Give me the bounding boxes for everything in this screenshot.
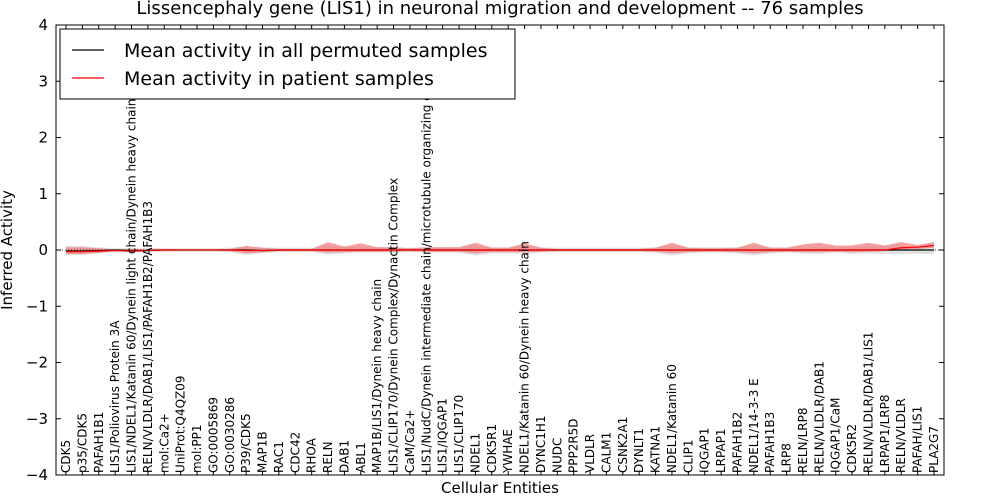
- x-category-label: PAFAH/LIS1: [911, 406, 925, 473]
- x-category-label: NDEL1/Katanin 60/Dynein heavy chain: [518, 241, 532, 473]
- y-tick-label: 4: [38, 16, 48, 34]
- x-category-label: PLA2G7: [927, 426, 941, 473]
- x-category-label: CDK5R1: [485, 424, 499, 473]
- y-tick-label: 2: [38, 129, 48, 147]
- series-line-1: [66, 244, 935, 253]
- legend-label-patient: Mean activity in patient samples: [124, 68, 434, 90]
- x-category-label: IQGAP1: [698, 428, 712, 473]
- x-category-label: YWHAE: [501, 429, 515, 474]
- x-axis-ticks: [65, 25, 935, 475]
- x-axis-label: Cellular Entities: [441, 479, 559, 497]
- legend-box: [59, 28, 516, 100]
- x-category-label: UniProt:Q4QZ09: [174, 375, 188, 473]
- x-category-label: PAFAH1B1: [92, 412, 106, 473]
- x-category-label: DYNLT1: [632, 428, 646, 473]
- x-category-label: GO:0030286: [223, 397, 237, 473]
- x-category-label: RELN/VLDLR/DAB1/LIS1/PAFAH1B2/PAFAH1B3: [141, 201, 155, 473]
- x-category-label: DAB1: [337, 440, 351, 473]
- x-category-label: PAFAH1B3: [763, 412, 777, 473]
- x-category-label: RHOA: [305, 437, 319, 473]
- x-category-label: PAFAH1B2: [730, 412, 744, 473]
- x-category-label: RAC1: [272, 441, 286, 473]
- x-category-label: DYNC1H1: [534, 415, 548, 473]
- x-category-label: MAP1B/LIS1/Dynein heavy chain: [370, 279, 384, 473]
- x-category-label: CSNK2A1: [616, 417, 630, 473]
- x-category-label: RELN/VLDLR/DAB1/LIS1: [861, 332, 875, 473]
- x-category-label: p35/CDK5: [75, 413, 89, 473]
- x-category-label: IQGAP1/CaM: [829, 398, 843, 474]
- x-category-label: RELN/LRP8: [796, 407, 810, 473]
- chart-title: Lissencephaly gene (LIS1) in neuronal mi…: [136, 0, 863, 19]
- x-category-label: RELN: [321, 441, 335, 473]
- series-band-1: [66, 242, 934, 254]
- x-category-label: NDEL1: [468, 433, 482, 473]
- y-axis-ticks: −4 −3 −2 −1 0 1 2 3 4: [26, 16, 944, 484]
- x-category-label: LIS1/NDEL1/Katanin 60/Dynein light chain…: [125, 99, 139, 473]
- x-category-label: CLIP1: [681, 440, 695, 473]
- x-category-label: LIS1/Poliovirus Protein 3A: [108, 320, 122, 473]
- x-category-label: MAP1B: [256, 431, 270, 473]
- x-category-label: GO:0005869: [206, 397, 220, 473]
- y-tick-label: −2: [26, 354, 48, 372]
- x-category-label: mol:Ca2+: [157, 413, 171, 473]
- y-tick-label: −1: [26, 297, 48, 315]
- y-tick-label: −3: [26, 410, 48, 428]
- x-category-label: PPP2R5D: [567, 418, 581, 473]
- x-category-label: P39/CDK5: [239, 413, 253, 473]
- x-category-label: LRPAP1/LRP8: [878, 394, 892, 473]
- x-category-label: LRPAP1: [714, 428, 728, 473]
- x-category-label: NDEL1/14-3-3 E: [747, 378, 761, 473]
- plot-frame: [55, 24, 945, 476]
- x-category-label: LIS1/CLIP170/Dynein Complex/Dynactin Com…: [387, 178, 401, 473]
- x-category-label: NDEL1/Katanin 60: [665, 364, 679, 473]
- x-category-label: CDC42: [288, 432, 302, 473]
- y-tick-label: −4: [26, 466, 48, 484]
- y-tick-label: 0: [38, 241, 48, 259]
- x-category-label: RELN/VLDLR/DAB1: [812, 361, 826, 473]
- plot-area: [56, 242, 944, 256]
- x-category-label: RELN/VLDLR: [894, 398, 908, 473]
- legend-label-permuted: Mean activity in all permuted samples: [124, 40, 487, 62]
- x-category-label: CDK5R2: [845, 424, 859, 473]
- x-category-label: LIS1/NudC/Dynein intermediate chain/micr…: [419, 62, 433, 473]
- x-category-label: CDK5: [59, 440, 73, 473]
- x-category-label: ABL1: [354, 442, 368, 473]
- x-category-label: CaM/Ca2+: [403, 409, 417, 473]
- x-category-label: LIS1/IQGAP1: [436, 398, 450, 473]
- x-category-label: CALM1: [599, 432, 613, 473]
- x-category-label: VLDLR: [583, 434, 597, 473]
- legend: Mean activity in all permuted samples Me…: [59, 28, 516, 100]
- x-category-label: KATNA1: [649, 426, 663, 473]
- x-category-label: NUDC: [550, 438, 564, 473]
- y-axis-label: Inferred Activity: [0, 190, 16, 310]
- y-tick-label: 3: [38, 72, 48, 90]
- x-axis-category-labels: CDK5 p35/CDK5 PAFAH1B1 LIS1/Poliovirus Prot…: [59, 62, 941, 474]
- x-category-label: LRP8: [780, 443, 794, 473]
- y-tick-label: 1: [38, 185, 48, 203]
- x-category-label: LIS1/CLIP170: [452, 395, 466, 473]
- x-category-label: mol:PP1: [190, 424, 204, 473]
